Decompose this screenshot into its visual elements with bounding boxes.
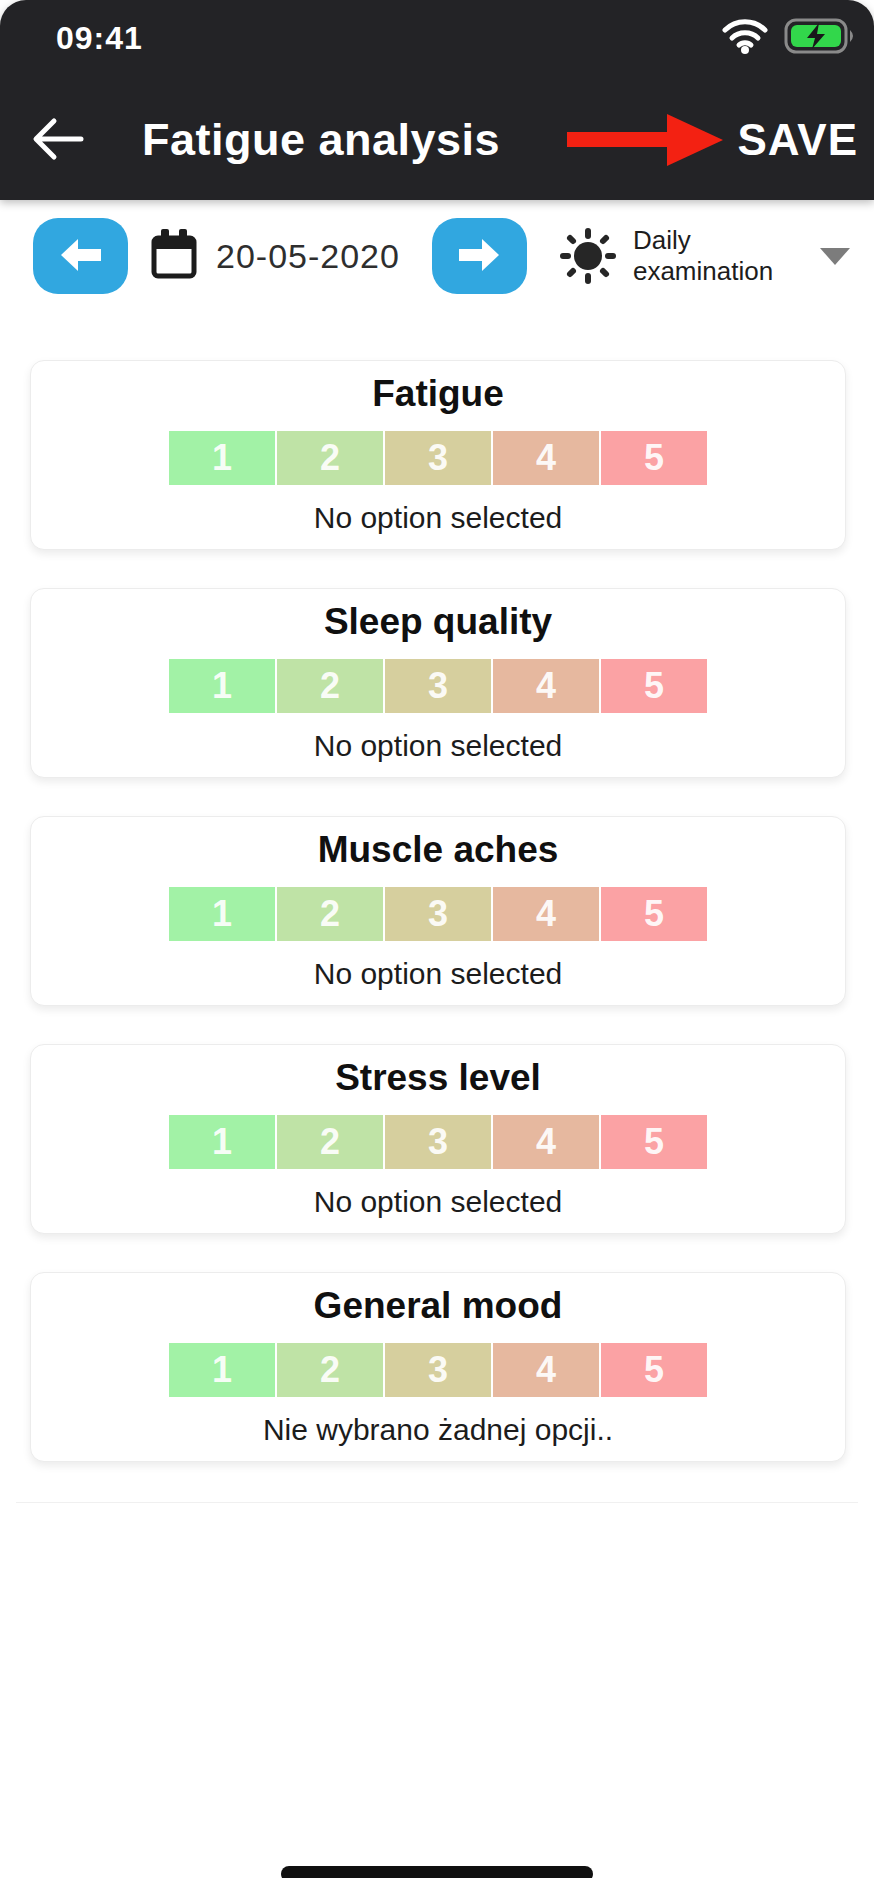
- card-title: General mood: [314, 1285, 563, 1327]
- arrow-right-icon: [456, 236, 502, 277]
- section-divider: [16, 1502, 858, 1503]
- app-screen: 09:41: [0, 0, 874, 1878]
- card-title: Muscle aches: [318, 829, 559, 871]
- rating-scale: 12345: [169, 887, 707, 941]
- calendar-button[interactable]: [150, 228, 198, 285]
- rating-option-3[interactable]: 3: [385, 1343, 491, 1397]
- rating-scale: 12345: [169, 659, 707, 713]
- red-arrow-icon: [567, 108, 727, 172]
- card-status: Nie wybrano żadnej opcji..: [263, 1413, 613, 1447]
- home-indicator[interactable]: [281, 1866, 593, 1878]
- cards-list: Fatigue 12345 No option selected Sleep q…: [30, 360, 846, 1500]
- rating-option-4[interactable]: 4: [493, 1115, 599, 1169]
- back-arrow-icon: [32, 116, 84, 165]
- rating-option-3[interactable]: 3: [385, 1115, 491, 1169]
- rating-option-2[interactable]: 2: [277, 1115, 383, 1169]
- status-icons: [722, 18, 856, 58]
- rating-option-3[interactable]: 3: [385, 887, 491, 941]
- card-status: No option selected: [314, 957, 563, 991]
- rating-option-5[interactable]: 5: [601, 659, 707, 713]
- rating-card: Sleep quality 12345 No option selected: [30, 588, 846, 778]
- chevron-down-icon[interactable]: [820, 248, 850, 265]
- rating-option-5[interactable]: 5: [601, 1343, 707, 1397]
- rating-option-1[interactable]: 1: [169, 431, 275, 485]
- rating-option-4[interactable]: 4: [493, 659, 599, 713]
- wifi-icon: [722, 18, 768, 58]
- header: 09:41: [0, 0, 874, 200]
- status-time: 09:41: [56, 20, 143, 57]
- rating-scale: 12345: [169, 1343, 707, 1397]
- next-day-button[interactable]: [432, 218, 527, 294]
- rating-option-5[interactable]: 5: [601, 1115, 707, 1169]
- exam-mode-selector[interactable]: Daily examination: [559, 225, 874, 287]
- rating-scale: 12345: [169, 1115, 707, 1169]
- card-status: No option selected: [314, 501, 563, 535]
- arrow-left-icon: [58, 236, 104, 277]
- date-toolbar: 20-05-2020: [0, 200, 874, 312]
- rating-option-4[interactable]: 4: [493, 1343, 599, 1397]
- rating-option-1[interactable]: 1: [169, 887, 275, 941]
- save-button[interactable]: SAVE: [737, 115, 858, 165]
- rating-option-5[interactable]: 5: [601, 431, 707, 485]
- rating-option-4[interactable]: 4: [493, 431, 599, 485]
- rating-option-3[interactable]: 3: [385, 659, 491, 713]
- battery-charging-icon: [784, 18, 856, 58]
- calendar-icon: [150, 228, 198, 285]
- rating-scale: 12345: [169, 431, 707, 485]
- rating-option-5[interactable]: 5: [601, 887, 707, 941]
- sun-icon: [559, 227, 617, 285]
- status-bar: 09:41: [0, 0, 874, 58]
- rating-option-2[interactable]: 2: [277, 1343, 383, 1397]
- card-status: No option selected: [314, 729, 563, 763]
- rating-option-2[interactable]: 2: [277, 431, 383, 485]
- rating-option-1[interactable]: 1: [169, 659, 275, 713]
- rating-option-1[interactable]: 1: [169, 1343, 275, 1397]
- rating-option-2[interactable]: 2: [277, 887, 383, 941]
- previous-day-button[interactable]: [33, 218, 128, 294]
- rating-option-1[interactable]: 1: [169, 1115, 275, 1169]
- rating-card: Stress level 12345 No option selected: [30, 1044, 846, 1234]
- card-title: Fatigue: [372, 373, 504, 415]
- rating-option-2[interactable]: 2: [277, 659, 383, 713]
- rating-card: Fatigue 12345 No option selected: [30, 360, 846, 550]
- nav-bar: Fatigue analysis SAVE: [0, 92, 874, 188]
- rating-option-4[interactable]: 4: [493, 887, 599, 941]
- rating-option-3[interactable]: 3: [385, 431, 491, 485]
- rating-card: General mood 12345 Nie wybrano żadnej op…: [30, 1272, 846, 1462]
- page-title: Fatigue analysis: [142, 114, 500, 166]
- card-status: No option selected: [314, 1185, 563, 1219]
- exam-mode-label: Daily examination: [633, 225, 793, 287]
- rating-card: Muscle aches 12345 No option selected: [30, 816, 846, 1006]
- date-label: 20-05-2020: [216, 237, 400, 276]
- back-button[interactable]: [30, 112, 86, 168]
- card-title: Sleep quality: [324, 601, 552, 643]
- card-title: Stress level: [335, 1057, 541, 1099]
